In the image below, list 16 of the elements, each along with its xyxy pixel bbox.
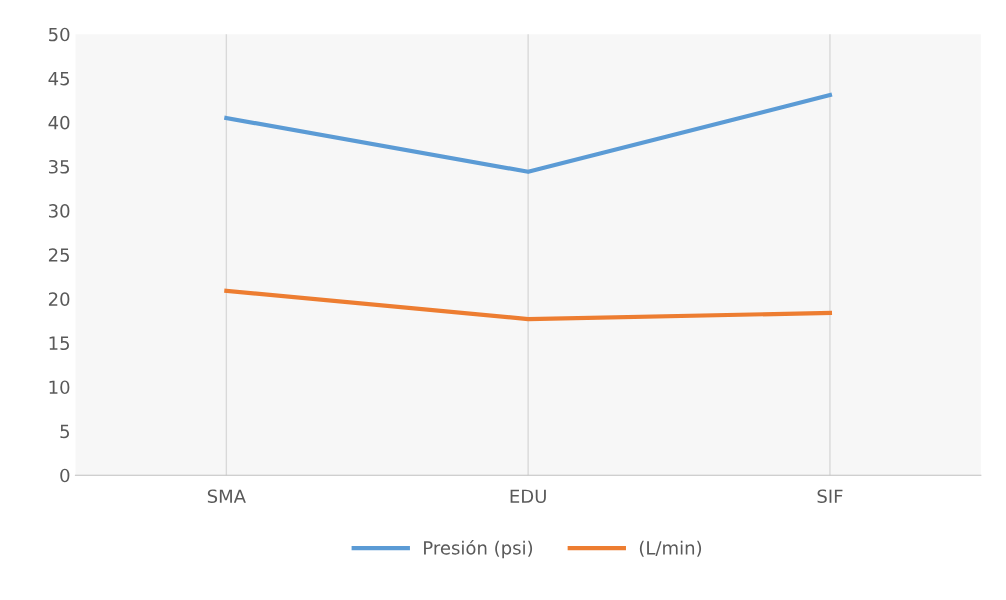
x-tick-label: SMA	[207, 489, 246, 504]
y-tick-label: 25	[48, 248, 70, 262]
y-tick-label: 50	[49, 27, 70, 42]
y-tick-label: 5	[60, 424, 70, 439]
x-tick-label: SIF	[817, 489, 843, 504]
x-tick-label: EDU	[510, 489, 546, 504]
y-tick-label: 35	[48, 159, 70, 174]
legend-label: (L/min)	[639, 540, 702, 557]
legend-label: Presión (psi)	[424, 539, 533, 559]
y-tick-label: 40	[48, 115, 70, 130]
y-tick-label: 0	[60, 468, 70, 483]
y-tick-label: 10	[49, 380, 70, 395]
y-tick-label: 20	[48, 292, 70, 306]
y-tick-label: 15	[49, 336, 70, 351]
y-tick-label: 45	[48, 72, 70, 86]
y-tick-label: 30	[48, 204, 70, 218]
